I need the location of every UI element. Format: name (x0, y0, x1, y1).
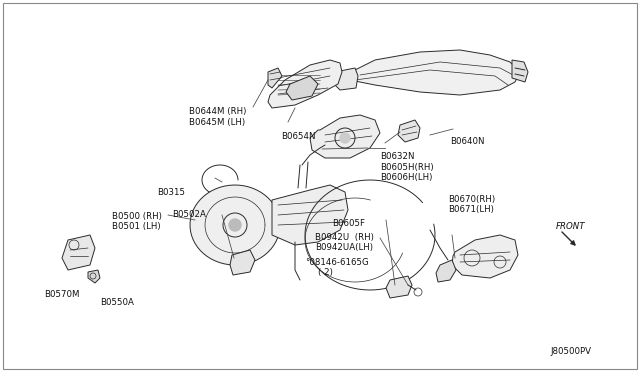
Circle shape (229, 219, 241, 231)
Text: B0501 (LH): B0501 (LH) (112, 222, 161, 231)
Polygon shape (88, 270, 100, 283)
Text: B0605F: B0605F (332, 219, 365, 228)
Text: B0500 (RH): B0500 (RH) (112, 212, 162, 221)
Text: J80500PV: J80500PV (550, 347, 591, 356)
Polygon shape (386, 276, 412, 298)
Polygon shape (230, 250, 255, 275)
Polygon shape (272, 185, 348, 245)
Polygon shape (268, 68, 282, 88)
Circle shape (340, 133, 350, 143)
Text: ( 2): ( 2) (318, 268, 333, 277)
Text: B0632N: B0632N (380, 152, 415, 161)
Text: B0605H(RH): B0605H(RH) (380, 163, 434, 172)
Text: B0570M: B0570M (44, 290, 79, 299)
Text: B0645M (LH): B0645M (LH) (189, 118, 245, 127)
Polygon shape (268, 60, 342, 108)
Text: FRONT: FRONT (556, 222, 586, 231)
Text: B0942U  (RH): B0942U (RH) (315, 233, 374, 242)
Polygon shape (512, 60, 528, 82)
Polygon shape (62, 235, 95, 270)
Text: B0671(LH): B0671(LH) (448, 205, 494, 214)
Text: B0644M (RH): B0644M (RH) (189, 107, 246, 116)
Text: B0942UA(LH): B0942UA(LH) (315, 243, 373, 252)
Text: B0315: B0315 (157, 188, 185, 197)
Text: B0502A: B0502A (172, 210, 206, 219)
Polygon shape (436, 260, 456, 282)
Text: °08146-6165G: °08146-6165G (305, 258, 369, 267)
Text: B0640N: B0640N (450, 137, 484, 146)
Text: B0670(RH): B0670(RH) (448, 195, 495, 204)
Polygon shape (398, 120, 420, 142)
Text: B0606H(LH): B0606H(LH) (380, 173, 433, 182)
Text: B0654N: B0654N (281, 132, 316, 141)
Polygon shape (335, 68, 358, 90)
Polygon shape (310, 115, 380, 158)
Polygon shape (340, 50, 520, 95)
Polygon shape (452, 235, 518, 278)
Text: B0550A: B0550A (100, 298, 134, 307)
Polygon shape (286, 76, 318, 100)
Polygon shape (190, 185, 280, 265)
